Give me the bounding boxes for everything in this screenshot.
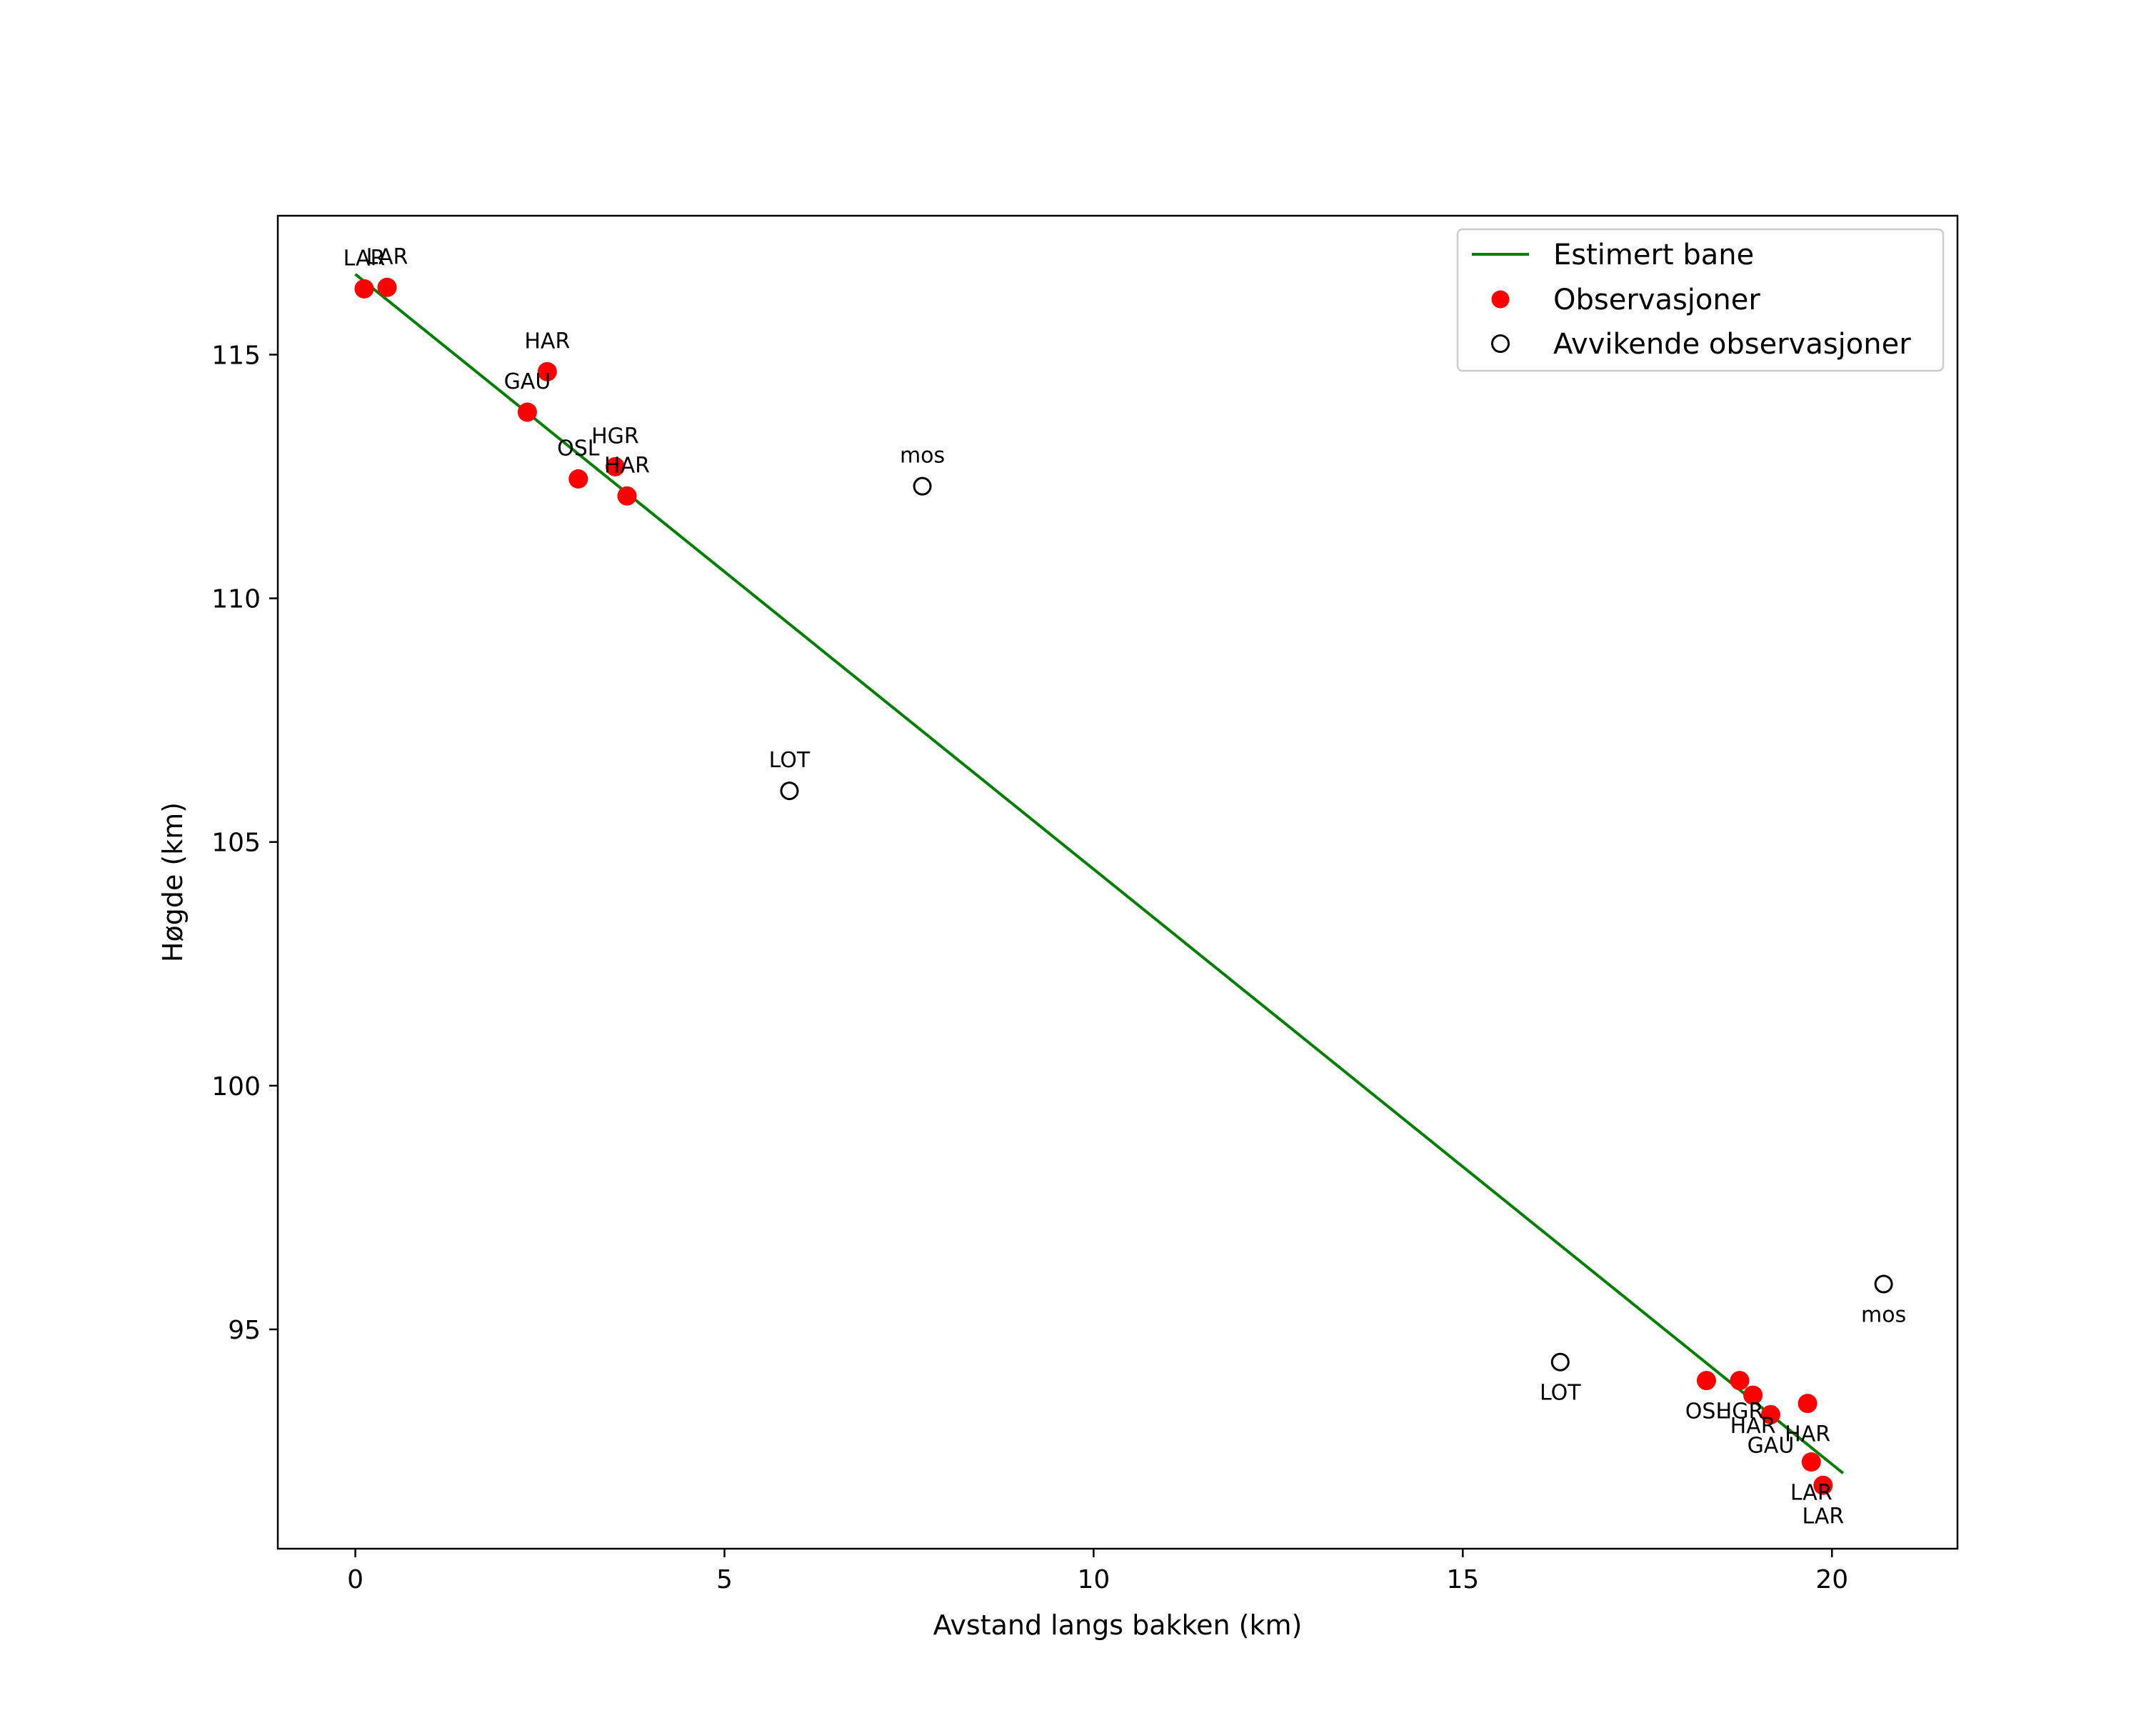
outlier-point	[780, 781, 799, 801]
axes: 0 5 10 15 20 95 100 105 110 115	[211, 341, 1848, 1594]
y-tick-label: 95	[228, 1316, 261, 1345]
observation-label: GAU	[1748, 1433, 1795, 1458]
outlier-label: mos	[1861, 1303, 1906, 1328]
legend-observation-marker	[1491, 290, 1510, 309]
observation-point	[377, 277, 397, 297]
x-tick-label: 10	[1077, 1565, 1110, 1594]
legend-box	[1456, 228, 1945, 372]
x-tick-label: 20	[1815, 1565, 1848, 1594]
legend-label-observations: Observasjoner	[1553, 284, 1760, 316]
observation-point	[1813, 1475, 1833, 1495]
observation-label: LAR	[1790, 1481, 1832, 1506]
observation-label: LAR	[1802, 1504, 1844, 1529]
observation-label: HGR	[1716, 1399, 1764, 1424]
y-tick-label: 100	[211, 1072, 261, 1102]
observation-point	[1801, 1452, 1821, 1472]
observation-point	[1760, 1404, 1780, 1424]
legend: Estimert bane Observasjoner Avvikende ob…	[1456, 228, 1945, 372]
y-tick-label: 110	[211, 585, 261, 614]
observation-point	[605, 456, 625, 476]
outlier-label: LOT	[1540, 1381, 1581, 1406]
x-tick-label: 15	[1446, 1565, 1479, 1594]
observation-point	[1797, 1394, 1817, 1414]
observation-point	[617, 486, 637, 506]
observation-label: LAR	[344, 246, 386, 271]
x-tick-label: 5	[716, 1565, 733, 1594]
y-tick-label: 105	[211, 829, 261, 858]
y-axis-title: Høgde (km)	[157, 802, 189, 962]
x-axis-title: Avstand langs bakken (km)	[933, 1609, 1303, 1641]
outlier-label: mos	[900, 444, 945, 469]
observation-label: HAR	[604, 453, 650, 478]
observation-point	[517, 402, 537, 422]
observation-point	[537, 361, 557, 381]
y-tick-label: 115	[211, 341, 261, 370]
outlier-point	[1550, 1352, 1570, 1372]
estimated-trajectory-line	[354, 273, 1845, 1474]
observation-label: OSL	[1685, 1399, 1728, 1424]
observation-point	[1743, 1385, 1763, 1405]
observation-point	[1730, 1371, 1750, 1391]
x-tick-label: 0	[347, 1565, 363, 1594]
observation-label: GAU	[504, 369, 551, 394]
observation-label: HAR	[1730, 1414, 1776, 1439]
observation-label: HAR	[1785, 1422, 1830, 1447]
observation-label: OSL	[557, 436, 600, 461]
outlier-point	[913, 476, 932, 496]
observation-label: LAR	[366, 244, 408, 269]
outlier-point	[1874, 1274, 1893, 1294]
observation-point	[354, 279, 374, 299]
observation-label: HAR	[524, 329, 570, 354]
observation-label: HGR	[591, 424, 639, 449]
observation-point	[568, 469, 588, 489]
plot-series	[354, 273, 1893, 1495]
observation-point	[1696, 1371, 1716, 1391]
outlier-label: LOT	[769, 748, 811, 773]
legend-outlier-marker	[1491, 334, 1510, 353]
plot-frame	[276, 214, 1959, 1550]
plot-area: LARLARHARGAUOSLHGRHAROSLHGRHARGAUHARLARL…	[344, 244, 1907, 1529]
legend-label-outliers: Avvikende observasjoner	[1553, 328, 1911, 361]
legend-label-line: Estimert bane	[1553, 239, 1754, 271]
